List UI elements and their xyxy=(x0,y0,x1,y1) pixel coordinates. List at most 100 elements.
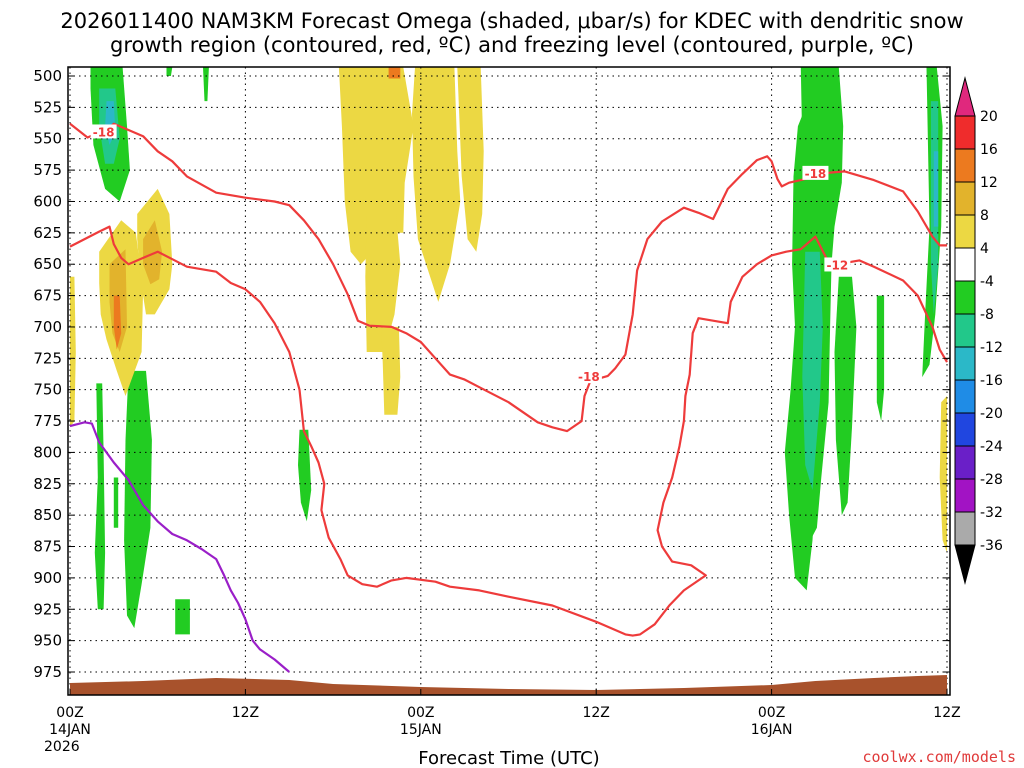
omega-region xyxy=(933,151,939,227)
colorbar-segment xyxy=(954,214,976,249)
x-axis-label: Forecast Time (UTC) xyxy=(418,748,599,768)
colorbar-segment xyxy=(954,115,976,150)
x-tick-label: 15JAN xyxy=(400,722,442,738)
colorbar-label: -8 xyxy=(980,307,994,323)
x-tick-label: 00Z xyxy=(56,705,83,721)
contour-freezing_level xyxy=(69,421,291,673)
colorbar-label: -20 xyxy=(980,406,1003,422)
y-tick-label: 600 xyxy=(33,192,62,210)
y-tick-label: 825 xyxy=(33,475,62,493)
contour-label: -18 xyxy=(93,125,115,139)
colorbar-label: 20 xyxy=(980,109,998,125)
colorbar-label: -4 xyxy=(980,274,994,290)
contour-label-bg xyxy=(575,369,602,384)
colorbar-segment xyxy=(954,511,976,546)
colorbar-segment xyxy=(954,280,976,315)
colorbar-label: -12 xyxy=(980,340,1003,356)
omega-region xyxy=(939,396,947,553)
title-line: growth region (contoured, red, ºC) and f… xyxy=(110,33,914,57)
colorbar-segment xyxy=(954,412,976,447)
y-tick-label: 925 xyxy=(33,600,62,618)
y-tick-label: 975 xyxy=(33,663,62,681)
contour-label-bg xyxy=(824,257,851,272)
terrain-fill xyxy=(70,675,947,695)
omega-region xyxy=(113,295,122,350)
contour-label: -18 xyxy=(805,167,827,181)
y-tick-label: 800 xyxy=(33,443,62,461)
colorbar-arrow-bottom xyxy=(954,544,976,585)
title-line: 2026011400 NAM3KM Forecast Omega (shaded… xyxy=(60,9,963,33)
y-tick-label: 525 xyxy=(33,98,62,116)
y-tick-label: 625 xyxy=(33,224,62,242)
colorbar-segment xyxy=(954,445,976,480)
colorbar-label: 4 xyxy=(980,241,989,257)
colorbar-label: -24 xyxy=(980,439,1003,455)
contour-label: -18 xyxy=(578,370,600,384)
contour-label-bg xyxy=(802,165,829,180)
x-tick-label: 00Z xyxy=(758,705,785,721)
x-tick-label: 2026 xyxy=(44,739,80,755)
omega-shading xyxy=(70,67,947,635)
credit-text: coolwx.com/models xyxy=(862,748,1016,766)
y-axis-ticks: 500 525 550 575 600 625 650 675 700 725 750 775 800 8… xyxy=(33,67,950,681)
chart-title: 2026011400 NAM3KM Forecast Omega (shaded… xyxy=(60,9,963,57)
y-tick-label: 750 xyxy=(33,381,62,399)
y-tick-label: 675 xyxy=(33,287,62,305)
colorbar-label: -16 xyxy=(980,373,1003,389)
omega-region xyxy=(166,67,173,76)
omega-region xyxy=(802,251,823,491)
contour-label-bg xyxy=(90,124,117,139)
terrain xyxy=(70,675,947,695)
y-tick-label: 775 xyxy=(33,412,62,430)
omega-region xyxy=(381,326,401,415)
colorbar-segment xyxy=(954,181,976,216)
colorbar-arrow-top xyxy=(954,76,976,117)
y-tick-label: 950 xyxy=(33,632,62,650)
omega-region xyxy=(203,67,209,102)
omega-region xyxy=(298,429,312,522)
colorbar-label: -32 xyxy=(980,505,1003,521)
contour-labels: -18 -18 -18 -12 xyxy=(90,124,851,384)
omega-region xyxy=(834,276,857,516)
colorbar-segment xyxy=(954,379,976,414)
y-tick-label: 875 xyxy=(33,538,62,556)
x-tick-label: 14JAN xyxy=(49,722,91,738)
colorbar-segment xyxy=(954,313,976,348)
omega-region xyxy=(143,220,163,285)
grid-lines xyxy=(68,67,950,695)
y-tick-label: 500 xyxy=(33,67,62,85)
colorbar-label: 12 xyxy=(980,175,998,191)
y-tick-label: 550 xyxy=(33,130,62,148)
contour-dgz_top_minus18 xyxy=(69,122,947,433)
omega-region xyxy=(412,67,461,302)
x-tick-label: 12Z xyxy=(582,705,609,721)
x-tick-label: 16JAN xyxy=(751,722,793,738)
contour-label: -12 xyxy=(827,258,849,272)
colorbar-label: -28 xyxy=(980,472,1003,488)
colorbar-segment xyxy=(954,148,976,183)
y-tick-label: 650 xyxy=(33,255,62,273)
contour-dgz_bottom_minus12 xyxy=(69,225,948,637)
x-tick-label: 00Z xyxy=(407,705,434,721)
colorbar-segment xyxy=(954,346,976,381)
y-tick-label: 725 xyxy=(33,349,62,367)
plot-frame xyxy=(67,66,951,696)
omega-region xyxy=(175,599,190,635)
omega-region xyxy=(113,477,119,528)
contour-lines xyxy=(69,122,948,673)
y-tick-label: 900 xyxy=(33,569,62,587)
omega-region xyxy=(365,214,401,352)
omega-region xyxy=(124,370,152,629)
omega-region xyxy=(388,67,401,79)
x-tick-label: 12Z xyxy=(232,705,259,721)
x-tick-label: 12Z xyxy=(933,705,960,721)
colorbar-segment xyxy=(954,247,976,282)
y-tick-label: 700 xyxy=(33,318,62,336)
colorbar-label: 16 xyxy=(980,142,998,158)
colorbar-segment xyxy=(954,478,976,513)
colorbar: 20 16 12 8 4 -4 -8 -12 -16 -20 -24 -28 -32 -36 xyxy=(954,76,1003,585)
omega-region xyxy=(457,67,484,252)
colorbar-label: 8 xyxy=(980,208,989,224)
